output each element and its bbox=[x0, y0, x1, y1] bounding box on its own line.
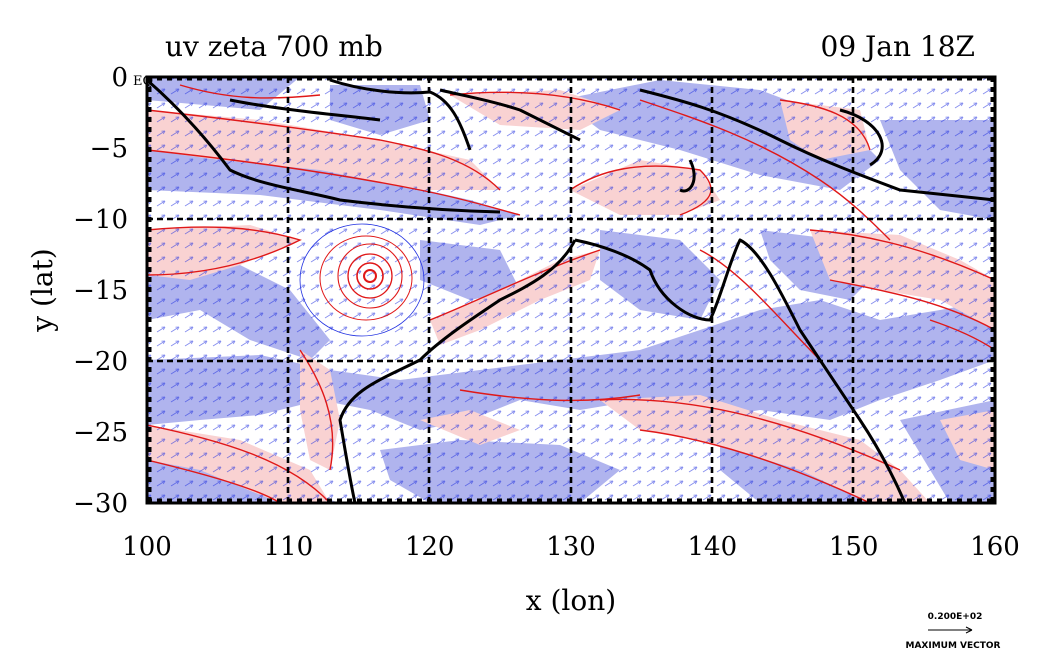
plot-frame bbox=[145, 75, 997, 505]
y-tick-labels: 0 −5 −10 −15 −20 −25 −30 bbox=[73, 63, 128, 519]
y-tick-label: −15 bbox=[73, 276, 128, 306]
lat-lon-grid bbox=[147, 77, 995, 503]
x-tick-labels: 100 110 120 130 140 150 160 bbox=[122, 532, 1020, 562]
x-tick-label: 150 bbox=[829, 532, 879, 562]
plot-area bbox=[147, 77, 995, 503]
vorticity-contours bbox=[147, 84, 995, 503]
cyclone-vortex-contours bbox=[299, 223, 425, 337]
y-tick-label: −25 bbox=[73, 418, 128, 448]
x-tick-label: 110 bbox=[264, 532, 314, 562]
map-title: uv zeta 700 mb bbox=[165, 30, 383, 63]
vector-legend-value: 0.200E+02 bbox=[928, 612, 983, 622]
x-tick-label: 140 bbox=[688, 532, 738, 562]
map-time: 09 Jan 18Z bbox=[821, 30, 975, 63]
y-axis-label: y (lat) bbox=[26, 248, 59, 332]
vector-legend-arrowhead-icon bbox=[965, 626, 973, 634]
frame-ticks bbox=[147, 77, 995, 503]
vector-legend-label: MAXIMUM VECTOR bbox=[905, 641, 1000, 651]
y-tick-label: −20 bbox=[73, 347, 128, 377]
x-axis-label: x (lon) bbox=[526, 584, 616, 617]
x-tick-label: 100 bbox=[122, 532, 172, 562]
y-tick-label: −30 bbox=[73, 489, 128, 519]
y-tick-label: −5 bbox=[90, 134, 128, 164]
vector-legend: 0.200E+02 MAXIMUM VECTOR bbox=[905, 612, 1000, 651]
coastlines bbox=[147, 78, 995, 503]
x-tick-label: 130 bbox=[546, 532, 596, 562]
x-tick-label: 120 bbox=[405, 532, 455, 562]
y-tick-label: −10 bbox=[73, 205, 128, 235]
y-tick-label: 0 bbox=[111, 63, 128, 93]
x-tick-label: 160 bbox=[970, 532, 1020, 562]
equator-label: EQ bbox=[133, 74, 153, 89]
